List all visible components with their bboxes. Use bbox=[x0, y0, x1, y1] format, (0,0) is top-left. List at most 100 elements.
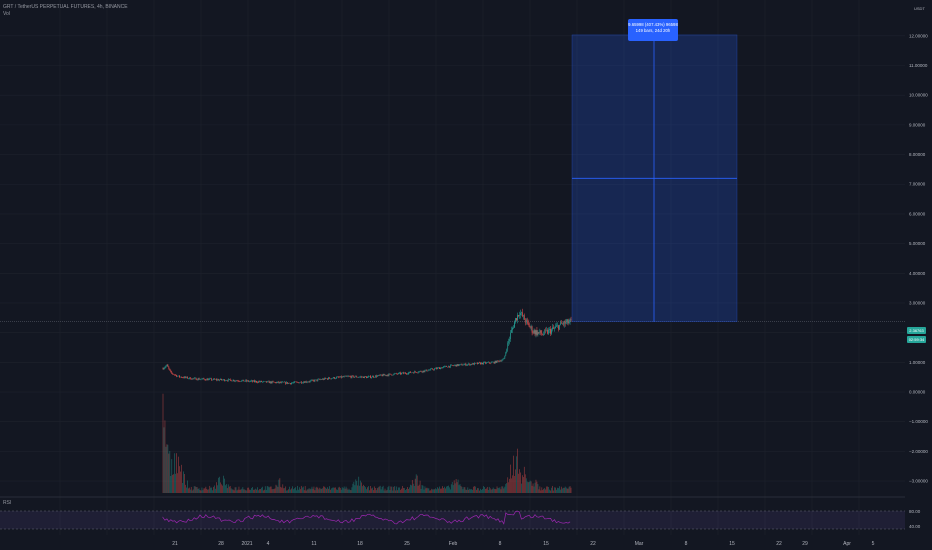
candle-body bbox=[566, 319, 568, 322]
candle-body bbox=[483, 362, 484, 365]
volume-bar bbox=[163, 427, 165, 493]
volume-bar bbox=[486, 486, 488, 493]
candle-body bbox=[550, 328, 551, 334]
volume-bar bbox=[319, 487, 321, 493]
volume-bar bbox=[219, 476, 220, 493]
candle-body bbox=[470, 364, 472, 366]
volume-bar bbox=[230, 488, 232, 493]
volume-bar bbox=[183, 471, 184, 493]
price-tick-label: 6.00000 bbox=[909, 211, 926, 216]
candle-body bbox=[502, 359, 504, 361]
candle-body bbox=[544, 329, 546, 335]
volume-bar bbox=[508, 482, 510, 493]
volume-bar bbox=[383, 490, 385, 493]
candle-body bbox=[539, 330, 541, 333]
volume-bar bbox=[368, 486, 369, 493]
candle-body bbox=[426, 369, 428, 372]
volume-bar bbox=[338, 486, 340, 493]
measure-range[interactable] bbox=[571, 34, 738, 322]
volume-bar bbox=[253, 489, 254, 493]
volume-bar bbox=[174, 453, 176, 493]
candle-body bbox=[517, 315, 518, 321]
volume-bar bbox=[341, 487, 343, 493]
volume-bar bbox=[422, 485, 424, 493]
candle-body bbox=[436, 368, 437, 369]
volume-bar bbox=[334, 487, 335, 493]
volume-bar bbox=[447, 486, 448, 493]
volume-bar bbox=[173, 474, 175, 493]
candle-body bbox=[461, 364, 463, 366]
candle-body bbox=[372, 376, 373, 378]
price-axis[interactable]: 12.00000 11.00000 10.00000 9.00000 8.00000 7.… bbox=[909, 33, 928, 483]
volume-bar bbox=[246, 490, 248, 493]
candle-body bbox=[422, 370, 424, 373]
volume-bar bbox=[484, 488, 486, 493]
candle-body bbox=[484, 362, 486, 364]
volume-bar bbox=[431, 488, 433, 493]
volume-bar bbox=[512, 475, 513, 493]
volume-bar bbox=[380, 489, 382, 493]
candle-body bbox=[169, 368, 171, 371]
volume-bar bbox=[175, 473, 177, 493]
candle-body bbox=[230, 379, 232, 382]
volume-bar bbox=[212, 490, 214, 493]
volume-bar bbox=[284, 488, 286, 493]
candle-body bbox=[531, 326, 533, 333]
candle-body bbox=[503, 358, 505, 360]
time-axis[interactable]: 21 28 2021 4 11 18 25 Feb 8 15 22 Mar 8 15 22 29 Apr 5 bbox=[172, 541, 874, 547]
candle-body bbox=[441, 367, 442, 369]
candle-body bbox=[276, 382, 278, 384]
volume-bar bbox=[290, 489, 291, 493]
candle-body bbox=[275, 382, 277, 384]
volume-bar bbox=[164, 420, 166, 493]
volume-bar bbox=[285, 486, 287, 493]
price-tick-label: 10.00000 bbox=[909, 93, 928, 98]
volume-bar bbox=[427, 488, 429, 493]
volume-bar bbox=[475, 486, 476, 493]
volume-bar bbox=[247, 487, 249, 493]
candle-body bbox=[253, 380, 254, 382]
candle-body bbox=[322, 378, 324, 380]
candle-body bbox=[233, 380, 235, 382]
volume-bar bbox=[439, 486, 440, 493]
volume-bar bbox=[351, 487, 353, 493]
candle-body bbox=[464, 363, 466, 365]
volume-bar bbox=[197, 488, 199, 493]
volume-bar bbox=[421, 484, 423, 493]
candle-body bbox=[563, 321, 565, 325]
volume-bar bbox=[517, 448, 518, 493]
volume-bar bbox=[478, 488, 479, 493]
volume-bar bbox=[419, 480, 421, 493]
candle-body bbox=[211, 378, 213, 381]
volume-bar bbox=[318, 489, 320, 493]
volume-bar bbox=[234, 487, 236, 493]
volume-bar bbox=[537, 484, 539, 493]
rsi-band bbox=[0, 511, 905, 529]
volume-bar bbox=[286, 490, 288, 493]
candle-body bbox=[370, 376, 371, 378]
volume-bar bbox=[207, 489, 209, 493]
volume-bar bbox=[225, 484, 227, 493]
candle-body bbox=[457, 364, 459, 366]
candle-body bbox=[421, 371, 423, 373]
candle-body bbox=[314, 379, 316, 382]
volume-bar bbox=[264, 486, 266, 493]
volume-bar bbox=[294, 488, 295, 493]
candle-body bbox=[232, 380, 234, 382]
candle-body bbox=[368, 376, 369, 377]
volume-bar bbox=[169, 450, 171, 493]
candle-body bbox=[495, 361, 497, 363]
volume-bar bbox=[457, 479, 459, 493]
candle-body bbox=[512, 327, 513, 330]
candle-body bbox=[167, 364, 169, 367]
candle-body bbox=[567, 319, 569, 324]
candle-body bbox=[165, 365, 167, 368]
volume-bar bbox=[494, 488, 496, 493]
time-tick-label: 15 bbox=[543, 541, 549, 547]
volume-bar bbox=[199, 489, 201, 493]
volume-bar bbox=[387, 487, 389, 493]
volume-bar bbox=[354, 485, 356, 493]
candle-body bbox=[463, 364, 465, 366]
rsi-line bbox=[162, 510, 571, 525]
